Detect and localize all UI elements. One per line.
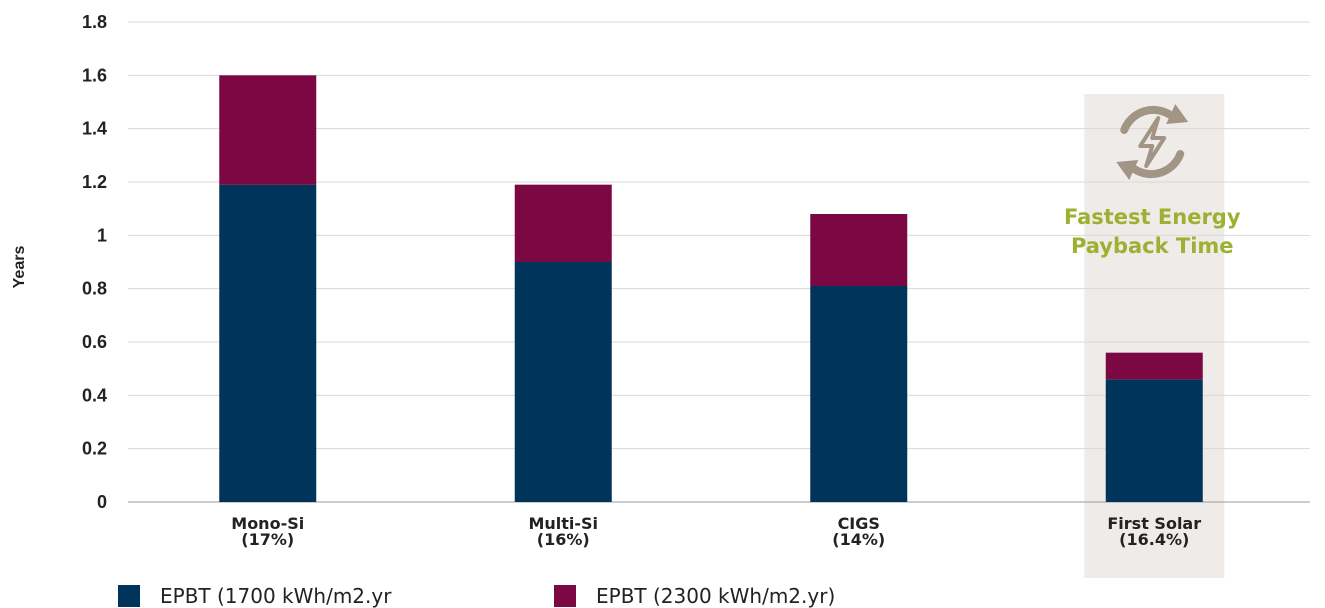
- bar-segment-2300: [219, 75, 317, 185]
- legend-swatch-1700: [118, 585, 140, 607]
- arc-top: [1120, 105, 1175, 134]
- energy-cycle-bolt-icon: [1116, 104, 1189, 180]
- bar-segment-2300: [810, 214, 908, 286]
- arrow-head-bottom: [1116, 160, 1139, 180]
- y-tick-label: 1.6: [82, 65, 107, 85]
- y-tick-label: 1.8: [82, 12, 107, 32]
- y-tick-label: 1: [97, 225, 107, 245]
- x-tick-label: (17%): [241, 530, 294, 549]
- legend-item-2300: EPBT (2300 kWh/m2.yr): [554, 584, 835, 608]
- x-tick-label: (16%): [537, 530, 590, 549]
- arc-bottom: [1130, 150, 1185, 179]
- x-tick-label: CIGS: [838, 514, 880, 533]
- legend-item-1700: EPBT (1700 kWh/m2.yr: [118, 584, 391, 608]
- arrow-head-top: [1166, 104, 1189, 124]
- bar-segment-1700: [1105, 379, 1203, 502]
- y-axis-label: Years: [11, 246, 28, 289]
- bar-segment-1700: [219, 184, 317, 502]
- y-tick-label: 0: [97, 492, 107, 512]
- x-tick-label: First Solar: [1107, 514, 1201, 533]
- x-tick-label: Mono-Si: [231, 514, 304, 533]
- y-axis-ticks: 0 0.2 0.4 0.6 0.8 1 1.2 1.4 1.6 1.8: [82, 12, 107, 512]
- bar-segment-1700: [810, 286, 908, 502]
- legend: EPBT (1700 kWh/m2.yr EPBT (2300 kWh/m2.y…: [118, 584, 1018, 608]
- bolt: [1138, 116, 1167, 168]
- y-tick-label: 0.8: [82, 279, 107, 299]
- bars: [219, 75, 1203, 502]
- callout-line: Payback Time: [1071, 234, 1234, 258]
- highlight-callout: Fastest Energy Payback Time: [1064, 205, 1241, 258]
- legend-label-2300: EPBT (2300 kWh/m2.yr): [596, 584, 836, 608]
- x-tick-label: Multi-Si: [528, 514, 598, 533]
- y-tick-label: 0.2: [82, 439, 107, 459]
- y-tick-label: 0.6: [82, 332, 107, 352]
- y-tick-label: 1.4: [82, 119, 107, 139]
- x-tick-label: (16.4%): [1119, 530, 1189, 549]
- legend-label-1700: EPBT (1700 kWh/m2.yr: [160, 584, 392, 608]
- callout-line: Fastest Energy: [1064, 205, 1241, 229]
- bar-segment-2300: [514, 184, 612, 262]
- chart-svg: 00.20.40.60.811.21.41.61.8 Mono-Si(17%)M…: [11, 12, 1310, 578]
- y-tick-label: 0.4: [82, 385, 107, 405]
- legend-swatch-2300: [554, 585, 576, 607]
- highlight-background: [1084, 94, 1225, 578]
- bar-segment-1700: [514, 262, 612, 502]
- x-tick-label: (14%): [832, 530, 885, 549]
- x-axis-labels: Mono-Si(17%) Multi-Si(16%) CIGS(14%) First …: [231, 514, 1201, 549]
- gridlines: [128, 21, 1310, 503]
- bar-segment-2300: [1105, 352, 1203, 380]
- y-tick-label: 1.2: [82, 172, 107, 192]
